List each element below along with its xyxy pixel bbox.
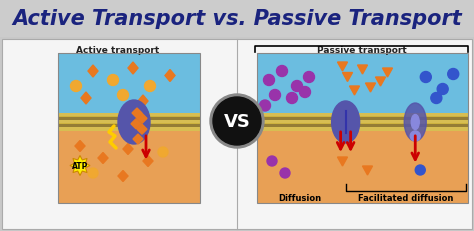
Bar [257, 117, 468, 121]
Ellipse shape [404, 103, 426, 141]
Ellipse shape [118, 100, 150, 144]
Bar [257, 120, 468, 124]
Circle shape [259, 100, 271, 112]
Polygon shape [70, 156, 90, 176]
Text: Passive transport: Passive transport [317, 46, 407, 55]
Polygon shape [337, 157, 347, 166]
Polygon shape [128, 63, 138, 75]
Bar [58, 54, 200, 113]
Circle shape [410, 131, 420, 141]
Polygon shape [81, 93, 91, 105]
Polygon shape [357, 66, 367, 75]
Bar [257, 127, 468, 131]
Ellipse shape [332, 102, 360, 143]
Polygon shape [98, 153, 108, 164]
Polygon shape [118, 171, 128, 182]
Polygon shape [349, 87, 359, 96]
Bar [257, 54, 468, 203]
Polygon shape [138, 96, 148, 108]
Circle shape [448, 69, 459, 80]
Polygon shape [132, 109, 142, 119]
Text: ATP: ATP [72, 161, 88, 170]
Text: Active Transport vs. Passive Transport: Active Transport vs. Passive Transport [12, 9, 462, 29]
Circle shape [264, 75, 274, 86]
Circle shape [213, 97, 261, 145]
Circle shape [300, 87, 310, 98]
Circle shape [118, 90, 128, 101]
Ellipse shape [411, 115, 419, 130]
Text: Active transport: Active transport [76, 46, 160, 55]
Circle shape [286, 93, 298, 104]
Circle shape [88, 168, 98, 178]
Polygon shape [88, 66, 98, 78]
Polygon shape [363, 166, 373, 175]
Circle shape [276, 66, 288, 77]
Polygon shape [123, 144, 133, 155]
Bar [257, 113, 468, 117]
Bar [58, 117, 200, 121]
Polygon shape [75, 141, 85, 152]
Text: Facilitated diffusion: Facilitated diffusion [358, 193, 454, 202]
Bar [58, 131, 200, 203]
Circle shape [145, 81, 155, 92]
Bar [58, 54, 200, 203]
Polygon shape [133, 134, 143, 144]
Bar [58, 124, 200, 128]
Circle shape [108, 75, 118, 86]
Circle shape [437, 84, 448, 95]
Circle shape [292, 81, 302, 92]
Polygon shape [137, 125, 147, 135]
Polygon shape [365, 84, 375, 93]
Text: Diffusion: Diffusion [279, 193, 322, 202]
Circle shape [280, 168, 290, 178]
Circle shape [431, 93, 442, 104]
Bar [58, 120, 200, 124]
Polygon shape [143, 156, 153, 167]
Circle shape [71, 81, 82, 92]
Bar [257, 131, 468, 203]
Polygon shape [383, 69, 392, 78]
Bar [0, 0, 474, 38]
Polygon shape [137, 114, 147, 124]
Circle shape [415, 165, 425, 175]
Circle shape [270, 90, 281, 101]
Text: VS: VS [224, 112, 250, 131]
Polygon shape [337, 63, 347, 72]
Circle shape [420, 72, 431, 83]
Polygon shape [375, 78, 385, 87]
Bar [257, 124, 468, 128]
Bar [257, 54, 468, 113]
Circle shape [267, 156, 277, 166]
Circle shape [158, 147, 168, 157]
Polygon shape [131, 119, 141, 129]
Circle shape [210, 94, 264, 148]
Polygon shape [165, 70, 175, 82]
Polygon shape [343, 73, 353, 82]
Bar [58, 127, 200, 131]
Circle shape [303, 72, 315, 83]
Bar [2, 40, 472, 229]
Bar [58, 113, 200, 117]
